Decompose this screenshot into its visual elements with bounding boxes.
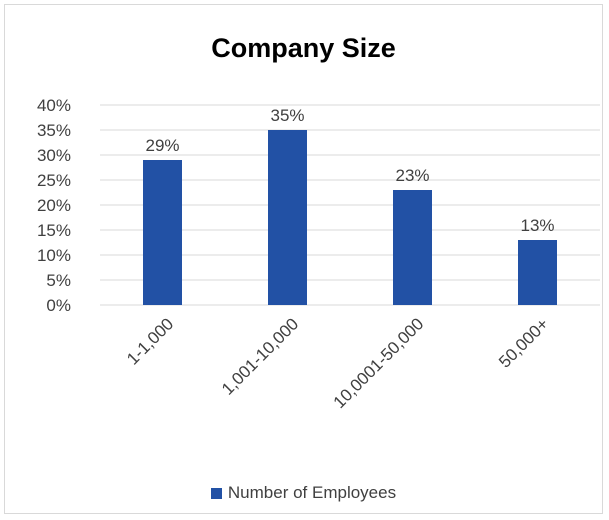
legend: Number of Employees (5, 483, 602, 503)
data-label-0: 29% (145, 136, 179, 155)
bar-3 (518, 240, 557, 305)
y-tick-label: 5% (46, 271, 71, 290)
data-label-3: 13% (520, 216, 554, 235)
bar-0 (143, 160, 182, 305)
x-tick-label-1: 1,001-10,000 (218, 314, 302, 398)
y-tick-label: 40% (37, 96, 71, 115)
y-tick-label: 0% (46, 296, 71, 315)
legend-label: Number of Employees (227, 483, 397, 502)
y-tick-label: 15% (37, 221, 71, 240)
chart-frame: Company Size 0% 5% 10% 15% 20% 25% 30% 35% 40% 29… (4, 4, 603, 514)
bar-chart: 0% 5% 10% 15% 20% 25% 30% 35% 40% 29% 1-1,000 35% 1,… (37, 96, 600, 412)
x-tick-label-0: 1-1,000 (123, 314, 177, 368)
bar-1 (268, 130, 307, 305)
x-tick-label-3: 50,000+ (495, 314, 552, 371)
y-tick-label: 25% (37, 171, 71, 190)
legend-swatch-icon (210, 487, 222, 499)
bar-2 (393, 190, 432, 305)
data-label-2: 23% (395, 166, 429, 185)
x-tick-label-2: 10,0001-50,000 (330, 314, 428, 412)
chart-title: Company Size (211, 33, 396, 63)
y-tick-label: 10% (37, 246, 71, 265)
y-tick-label: 35% (37, 121, 71, 140)
data-label-1: 35% (270, 106, 304, 125)
y-tick-label: 20% (37, 196, 71, 215)
y-tick-label: 30% (37, 146, 71, 165)
